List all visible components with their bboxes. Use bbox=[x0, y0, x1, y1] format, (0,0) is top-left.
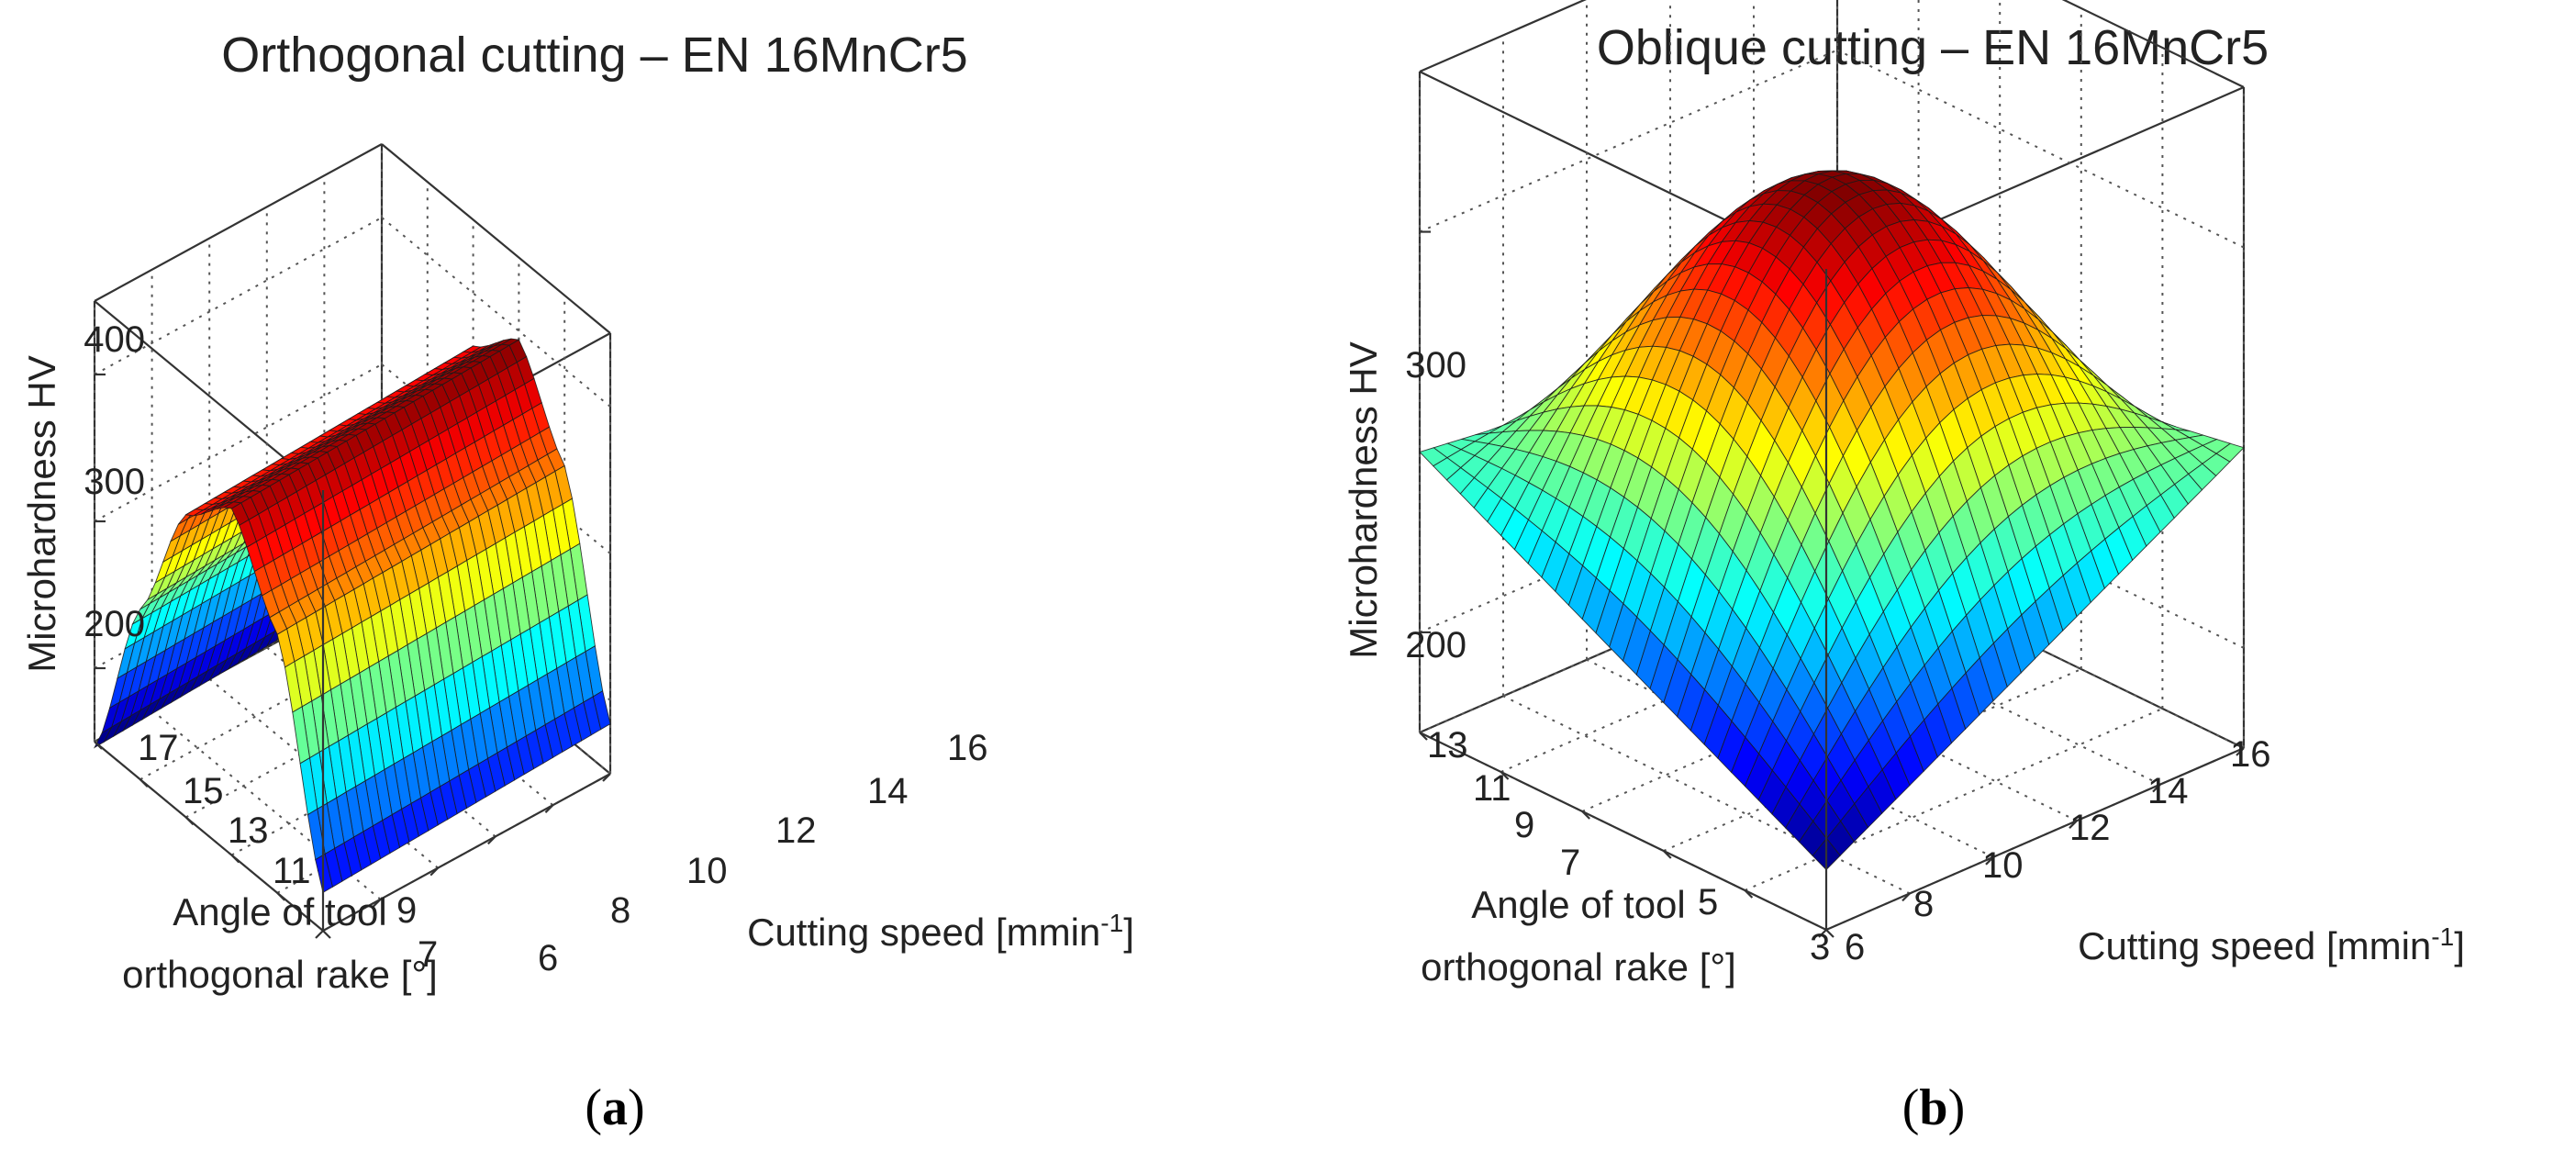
box-edge bbox=[1419, 732, 1827, 931]
tick-mark bbox=[1818, 929, 1827, 938]
chart-b-surface bbox=[1419, 170, 2245, 871]
chart-b-zt: 300 bbox=[1405, 345, 1466, 386]
tick-mark bbox=[2069, 820, 2078, 829]
tick-mark bbox=[429, 866, 439, 877]
chart-a-yt: 13 bbox=[228, 810, 269, 851]
grid-line bbox=[1500, 589, 1919, 773]
chart-b-ylabel-line2: orthogonal rake [°] bbox=[1421, 945, 1736, 989]
grid-line bbox=[1745, 708, 2163, 891]
grid-line bbox=[1581, 629, 2001, 812]
chart-b-xt: 14 bbox=[2147, 771, 2189, 811]
chart-a-xt: 12 bbox=[775, 810, 817, 851]
panel-a-chart: Orthogonal cutting – EN 16MnCr5 400 300 … bbox=[20, 28, 1134, 996]
tick-mark bbox=[1744, 889, 1754, 899]
chart-b-xt: 16 bbox=[2230, 734, 2271, 775]
chart-b-yt: 5 bbox=[1698, 882, 1718, 922]
tick-mark bbox=[1901, 892, 1911, 902]
chart-b-zlabel: Microhardness HV bbox=[1342, 341, 1385, 658]
grid-line bbox=[1502, 695, 1911, 895]
grid-line bbox=[1419, 449, 1838, 633]
chart-a-title: Orthogonal cutting – EN 16MnCr5 bbox=[221, 28, 967, 83]
chart-b-xt: 10 bbox=[1982, 845, 2024, 886]
tick-mark bbox=[1985, 856, 1994, 866]
tick-mark bbox=[276, 892, 285, 901]
chart-b-yt: 11 bbox=[1473, 768, 1511, 809]
tick-mark bbox=[2152, 783, 2161, 793]
chart-a-zlabel: Microhardness HV bbox=[20, 355, 63, 672]
grid-line bbox=[151, 710, 382, 900]
chart-a-yt: 15 bbox=[183, 771, 224, 811]
chart-a-ylabel-line2: orthogonal rake [°] bbox=[122, 953, 438, 996]
chart-a-zt: 200 bbox=[84, 604, 145, 644]
chart-b-front-edges bbox=[1419, 230, 2245, 938]
tick-mark bbox=[1581, 810, 1590, 820]
box-edge bbox=[1419, 0, 1587, 73]
box-edge bbox=[2061, 0, 2245, 88]
grid-line bbox=[1663, 668, 2082, 852]
chart-b-xt: 6 bbox=[1845, 927, 1865, 967]
chart-a-xlabel: Cutting speed [mmin-1] bbox=[747, 909, 1134, 955]
tick-mark bbox=[544, 804, 554, 813]
chart-b-xt: 8 bbox=[1913, 884, 1934, 924]
chart-b-zt: 200 bbox=[1405, 625, 1466, 665]
tick-mark bbox=[315, 930, 324, 939]
chart-b-yt: 3 bbox=[1810, 927, 1830, 967]
tick-mark bbox=[1825, 929, 1834, 938]
panel-b-chart: Oblique cutting – EN 16MnCr5 300 200 13 … bbox=[1342, 0, 2465, 989]
box-edge bbox=[1825, 746, 2245, 932]
chart-b-ylabel-line1: Angle of tool bbox=[1471, 883, 1686, 926]
box-edge bbox=[322, 773, 611, 932]
tick-mark bbox=[1663, 850, 1672, 859]
chart-a-xt: 16 bbox=[947, 728, 988, 768]
tick-mark bbox=[184, 816, 195, 826]
chart-a-yt: 11 bbox=[273, 851, 311, 891]
chart-a-xt: 8 bbox=[610, 890, 630, 931]
tick-mark bbox=[602, 773, 611, 782]
grid-line bbox=[1419, 49, 1838, 233]
chart-a-xt: 14 bbox=[867, 771, 909, 811]
chart-a-zt: 300 bbox=[84, 462, 145, 502]
tick-mark bbox=[230, 854, 240, 864]
tick-mark bbox=[94, 741, 103, 750]
tick-mark bbox=[372, 899, 382, 908]
chart-a-yt: 7 bbox=[418, 934, 438, 975]
tick-mark bbox=[2236, 747, 2245, 756]
chart-a-yt: 17 bbox=[138, 728, 179, 768]
chart-a-front-edges bbox=[94, 373, 611, 939]
panel-label-b: (b) bbox=[1902, 1079, 1965, 1136]
grid-line bbox=[1419, 550, 1838, 733]
grid-line bbox=[1836, 49, 2245, 249]
chart-b-yt: 13 bbox=[1427, 725, 1468, 765]
tick-mark bbox=[1419, 732, 1428, 741]
chart-a-zt: 400 bbox=[84, 319, 145, 360]
box-edge bbox=[381, 143, 611, 334]
chart-b-xlabel: Cutting speed [mmin-1] bbox=[2078, 922, 2465, 968]
box-edge bbox=[94, 143, 383, 302]
chart-a-ylabel-line1: Angle of tool bbox=[173, 890, 387, 933]
chart-b-xt: 12 bbox=[2069, 808, 2111, 848]
panel-label-a: (a) bbox=[585, 1079, 644, 1136]
tick-mark bbox=[322, 930, 331, 939]
tick-mark bbox=[139, 778, 149, 788]
chart-a-yt: 9 bbox=[396, 890, 417, 931]
tick-mark bbox=[1500, 771, 1510, 780]
grid-line bbox=[381, 217, 611, 408]
chart-b-title: Oblique cutting – EN 16MnCr5 bbox=[1597, 20, 2269, 75]
chart-a-surface bbox=[93, 338, 611, 894]
tick-mark bbox=[487, 835, 496, 845]
chart-a-xt: 10 bbox=[686, 851, 728, 891]
chart-a-xt: 6 bbox=[538, 938, 558, 978]
chart-b-yt: 9 bbox=[1514, 805, 1534, 845]
chart-b-yt: 7 bbox=[1560, 843, 1580, 883]
